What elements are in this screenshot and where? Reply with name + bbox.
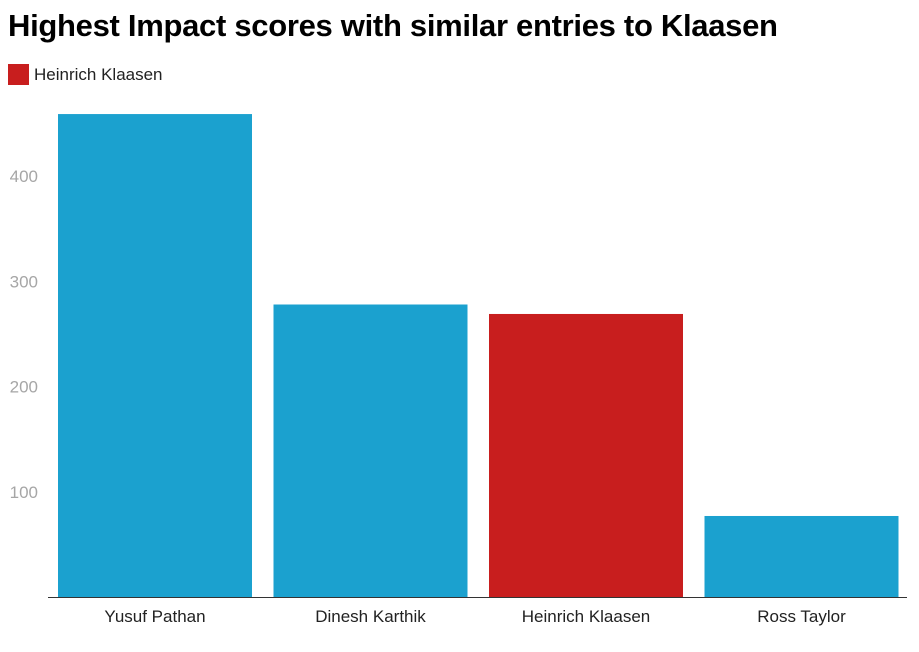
legend-label: Heinrich Klaasen	[34, 64, 163, 84]
x-tick-label: Heinrich Klaasen	[522, 607, 651, 626]
bar-ross-taylor	[704, 515, 899, 597]
x-tick-label: Dinesh Karthik	[315, 607, 426, 626]
bars	[58, 114, 899, 598]
chart-legend: Heinrich Klaasen	[8, 64, 163, 85]
y-tick-label: 200	[10, 378, 38, 397]
bar-dinesh-karthik	[273, 304, 468, 597]
x-tick-label: Ross Taylor	[757, 607, 846, 626]
y-tick-label: 300	[10, 272, 38, 291]
x-tick-label: Yusuf Pathan	[104, 607, 205, 626]
y-tick-label: 100	[10, 483, 38, 502]
bar-yusuf-pathan	[58, 114, 252, 598]
bar-heinrich-klaasen	[489, 313, 683, 597]
y-tick-label: 400	[10, 167, 38, 186]
chart-title: Highest Impact scores with similar entri…	[8, 8, 778, 43]
y-axis-ticks: 100 200 300 400	[10, 167, 38, 502]
legend-swatch	[8, 64, 29, 85]
x-axis-ticks: Yusuf Pathan Dinesh Karthik Heinrich Klaas…	[104, 607, 846, 626]
